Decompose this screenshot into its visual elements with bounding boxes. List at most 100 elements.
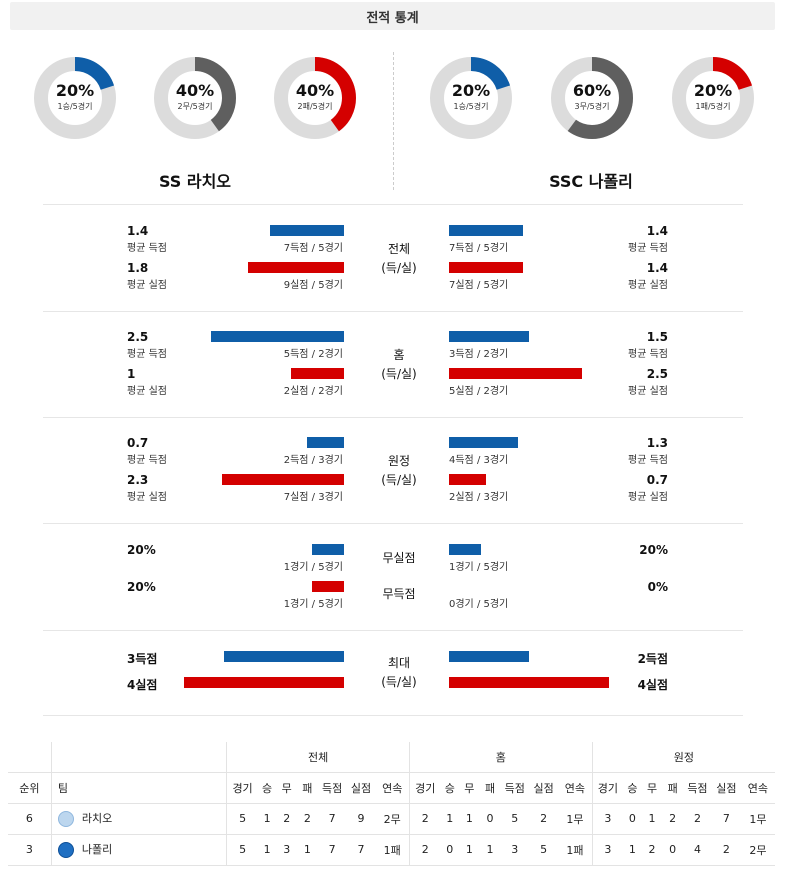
away-clean-sheet-bar bbox=[449, 544, 481, 555]
stat-cell: 5 bbox=[226, 803, 258, 835]
away-conceded-caption: 5실점 / 2경기 bbox=[449, 386, 509, 397]
home-avg-conceded-value: 2.3 bbox=[127, 473, 149, 487]
section-divider bbox=[43, 417, 743, 418]
col-goals-against: 실점 bbox=[346, 772, 376, 804]
away-avg-scored-value: 1.4 bbox=[646, 224, 668, 238]
home-avg-scored-label: 평균 득점 bbox=[127, 349, 167, 360]
home-conceded-caption: 2실점 / 2경기 bbox=[283, 386, 343, 397]
section-label-sub: (득/실) bbox=[381, 473, 417, 487]
away-conceded-caption: 2실점 / 3경기 bbox=[449, 492, 509, 503]
col-draw: 무 bbox=[641, 772, 663, 804]
donut-ring bbox=[154, 57, 236, 139]
away-team-name[interactable]: SSC 나폴리 bbox=[549, 172, 633, 191]
donut-percent: 40% bbox=[295, 81, 335, 100]
col-streak: 연속 bbox=[375, 772, 410, 804]
section-label-away: 원정 (득/실) bbox=[364, 452, 434, 490]
away-max-scored-bar bbox=[449, 651, 529, 662]
stat-cell: 2 bbox=[662, 803, 683, 835]
home-max-scored-value: 3득점 bbox=[127, 652, 158, 666]
group-home: 홈 bbox=[409, 742, 593, 773]
home-avg-conceded-label: 평균 실점 bbox=[127, 386, 167, 397]
stat-cell: 2 bbox=[529, 803, 559, 835]
away-clean-sheet-value: 20% bbox=[639, 543, 668, 557]
stat-cell: 1 bbox=[257, 834, 277, 866]
home-max-conceded-value: 4실점 bbox=[127, 678, 158, 692]
stat-cell: 0 bbox=[440, 834, 460, 866]
section-label-main: 원정 bbox=[387, 454, 411, 468]
home-conceded-bar bbox=[222, 474, 344, 485]
home-avg-scored-value: 2.5 bbox=[127, 330, 149, 344]
home-no-score-value: 20% bbox=[127, 580, 156, 594]
home-clean-sheet-bar bbox=[312, 544, 344, 555]
col-streak: 연속 bbox=[558, 772, 593, 804]
col-loss: 패 bbox=[297, 772, 318, 804]
stat-cell: 5 bbox=[529, 834, 559, 866]
col-draw: 무 bbox=[276, 772, 298, 804]
rank-cell: 3 bbox=[8, 834, 52, 866]
section-label-sub: (득/실) bbox=[381, 367, 417, 381]
donut-ring bbox=[551, 57, 633, 139]
team-cell[interactable]: 라치오 bbox=[50, 803, 227, 835]
stat-cell: 9 bbox=[346, 803, 376, 835]
stat-cell: 1 bbox=[440, 803, 460, 835]
home-conceded-caption: 9실점 / 5경기 bbox=[283, 280, 343, 291]
away-avg-scored-label: 평균 득점 bbox=[628, 243, 668, 254]
donut-percent: 20% bbox=[55, 81, 95, 100]
stat-cell: 2무 bbox=[740, 834, 775, 866]
col-goals-for: 득점 bbox=[683, 772, 712, 804]
home-draw-donut: 40% 2무/5경기 bbox=[153, 56, 237, 140]
away-avg-scored-value: 1.3 bbox=[646, 436, 668, 450]
away-conceded-bar bbox=[449, 474, 486, 485]
donut-arc bbox=[34, 57, 116, 139]
donut-ring bbox=[430, 57, 512, 139]
home-no-score-bar bbox=[312, 581, 344, 592]
away-avg-scored-label: 평균 득점 bbox=[628, 349, 668, 360]
stat-cell: 0 bbox=[479, 803, 501, 835]
stat-cell: 4 bbox=[683, 834, 712, 866]
table-row[interactable]: 6 라치오 5 1 2 2 7 9 2무 2 1 1 0 5 2 1무 3 0 … bbox=[8, 803, 775, 835]
team-cell[interactable]: 나폴리 bbox=[50, 834, 227, 866]
stat-cell: 0 bbox=[662, 834, 683, 866]
stat-cell: 1 bbox=[479, 834, 501, 866]
stat-cell: 2 bbox=[683, 803, 712, 835]
table-row[interactable]: 3 나폴리 5 1 3 1 7 7 1패 2 0 1 1 3 5 1패 3 1 … bbox=[8, 834, 775, 866]
donut-percent: 20% bbox=[693, 81, 733, 100]
section-label-overall: 전체 (득/실) bbox=[364, 240, 434, 278]
table-group-header: 전체 홈 원정 bbox=[8, 742, 775, 773]
section-label-main: 전체 bbox=[387, 242, 411, 256]
away-scored-bar bbox=[449, 331, 529, 342]
home-avg-scored-label: 평균 득점 bbox=[127, 455, 167, 466]
stat-cell: 1패 bbox=[558, 834, 593, 866]
col-goals-against: 실점 bbox=[529, 772, 559, 804]
away-scored-caption: 7득점 / 5경기 bbox=[449, 243, 509, 254]
stat-cell: 1 bbox=[257, 803, 277, 835]
napoli-logo-icon bbox=[57, 842, 74, 858]
stat-cell: 1 bbox=[459, 834, 480, 866]
col-loss: 패 bbox=[479, 772, 501, 804]
away-no-score-value: 0% bbox=[647, 580, 668, 594]
section-label-sub: (득/실) bbox=[381, 261, 417, 275]
away-max-conceded-value: 4실점 bbox=[637, 678, 668, 692]
donut-caption: 2무/5경기 bbox=[177, 102, 213, 111]
group-away: 원정 bbox=[591, 742, 775, 773]
home-avg-conceded-label: 평균 실점 bbox=[127, 492, 167, 503]
stat-cell: 1 bbox=[623, 834, 642, 866]
col-win: 승 bbox=[623, 772, 642, 804]
stat-cell: 3 bbox=[591, 803, 624, 835]
home-clean-sheet-caption: 1경기 / 5경기 bbox=[283, 562, 343, 573]
home-conceded-bar bbox=[248, 262, 344, 273]
donut-arc bbox=[154, 57, 236, 139]
home-avg-conceded-value: 1.8 bbox=[127, 261, 149, 275]
col-streak: 연속 bbox=[740, 772, 775, 804]
away-avg-conceded-value: 0.7 bbox=[646, 473, 668, 487]
stat-cell: 1 bbox=[459, 803, 480, 835]
col-games: 경기 bbox=[591, 772, 624, 804]
page-title: 전적 통계 bbox=[10, 2, 775, 30]
home-team-name[interactable]: SS 라치오 bbox=[158, 172, 232, 191]
away-no-score-caption: 0경기 / 5경기 bbox=[449, 599, 509, 610]
stat-cell: 3 bbox=[276, 834, 298, 866]
home-max-conceded-bar bbox=[184, 677, 344, 688]
stat-cell: 3 bbox=[591, 834, 624, 866]
stat-cell: 2 bbox=[297, 803, 318, 835]
home-scored-caption: 7득점 / 5경기 bbox=[283, 243, 343, 254]
